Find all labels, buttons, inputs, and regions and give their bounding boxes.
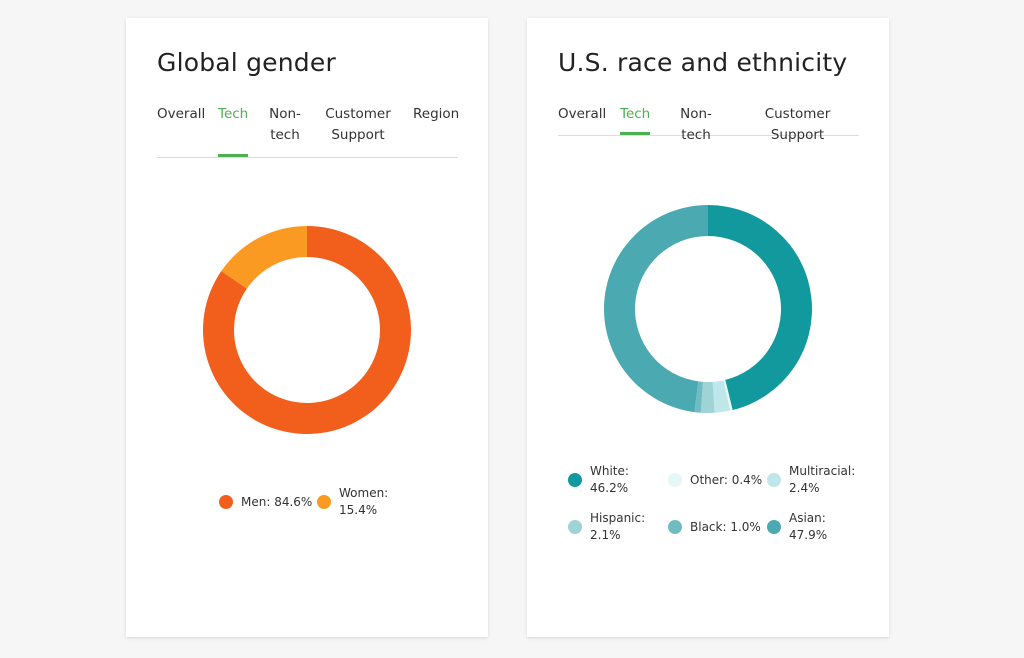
legend-swatch-asian xyxy=(767,520,781,534)
legend-label-asian: Asian: 47.9% xyxy=(789,511,828,542)
legend-swatch-black xyxy=(668,520,682,534)
race-card: U.S. race and ethnicity Overall Tech Non… xyxy=(527,18,889,637)
legend-label-women: Women: 15.4% xyxy=(339,486,389,517)
legend-swatch-white xyxy=(568,473,582,487)
donut-slice-black xyxy=(694,381,703,413)
tab-region[interactable]: Region xyxy=(413,106,460,122)
donut-slice-asian xyxy=(603,205,708,413)
tab-tech[interactable]: Tech xyxy=(620,104,650,135)
legend-label-multiracial: Multiracial: 2.4% xyxy=(789,464,856,495)
legend-swatch-women xyxy=(317,495,331,509)
tab-active-indicator xyxy=(218,154,248,157)
legend-label-black: Black: 1.0% xyxy=(690,520,761,534)
legend-swatch-multiracial xyxy=(767,473,781,487)
donut-slice-women xyxy=(221,226,307,289)
gender-donut-chart xyxy=(203,226,411,434)
gender-card-title: Global gender xyxy=(157,48,336,77)
tab-non-tech[interactable]: Non-tech xyxy=(680,106,712,143)
legend-swatch-other xyxy=(668,473,682,487)
gender-tabs: Overall Tech Non- tech Customer Support … xyxy=(157,104,460,158)
tab-customer-support[interactable]: Customer Support xyxy=(764,106,831,143)
tab-customer-support[interactable]: Customer Support xyxy=(325,106,391,143)
tab-non-tech[interactable]: Non- tech xyxy=(269,106,301,143)
tab-tech[interactable]: Tech xyxy=(218,104,248,157)
legend-swatch-hispanic xyxy=(568,520,582,534)
donut-slice-multiracial xyxy=(712,380,731,413)
race-donut-chart xyxy=(603,205,812,413)
donut-slice-other xyxy=(723,379,733,411)
donut-slice-hispanic xyxy=(700,381,715,413)
legend-label-men: Men: 84.6% xyxy=(241,495,313,509)
race-tabs: Overall Tech Non-tech Customer Support xyxy=(558,104,859,143)
gender-card: Global gender Overall Tech Non- tech Cus… xyxy=(126,18,488,637)
legend-label-hispanic: Hispanic: 2.1% xyxy=(590,511,646,542)
legend-label-other: Other: 0.4% xyxy=(690,473,763,487)
legend-label-white: White: 46.2% xyxy=(590,464,629,495)
donut-slice-white xyxy=(708,205,812,411)
tab-active-indicator xyxy=(620,132,650,135)
race-card-title: U.S. race and ethnicity xyxy=(558,48,848,77)
tab-overall[interactable]: Overall xyxy=(157,106,206,122)
legend-swatch-men xyxy=(219,495,233,509)
tab-overall[interactable]: Overall xyxy=(558,106,607,122)
donut-slice-men xyxy=(203,226,411,434)
